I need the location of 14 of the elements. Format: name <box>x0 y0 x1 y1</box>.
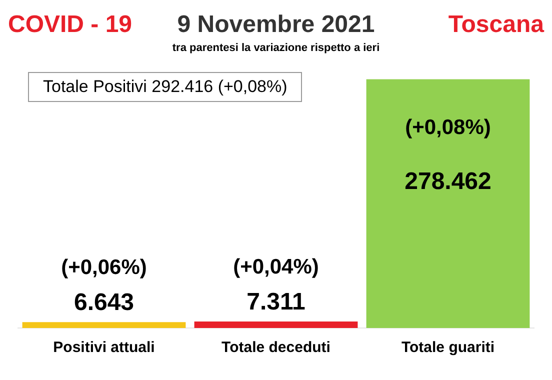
x-tick-label: Totale guariti <box>401 339 495 356</box>
annotation: (+0,06%) <box>61 256 147 280</box>
annotation: Totale Positivi 292.416 (+0,08%) <box>28 72 302 102</box>
annotation: (+0,08%) <box>405 116 491 140</box>
data-label: 278.462 <box>404 168 492 196</box>
text: Toscana <box>447 11 544 39</box>
chart-subtitle: tra parentesi la variazione rispetto a ieri <box>171 42 381 56</box>
text: COVID - 19 <box>8 11 134 39</box>
data-label: 6.643 <box>74 289 134 316</box>
chart-title: 9 Novembre 2021 <box>177 11 375 39</box>
data-label: 7.311 <box>246 288 306 316</box>
x-tick-label: Positivi attuali <box>53 339 155 356</box>
annotation: (+0,04%) <box>233 255 319 278</box>
x-tick-label: Totale deceduti <box>222 339 330 356</box>
